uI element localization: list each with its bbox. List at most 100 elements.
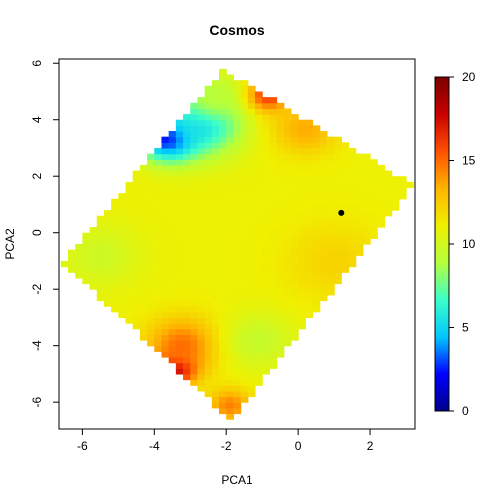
- heat-cell: [197, 147, 206, 155]
- heat-cell: [197, 340, 206, 347]
- heat-cell: [319, 277, 328, 285]
- heat-cell: [290, 323, 299, 330]
- heat-cell: [262, 334, 270, 341]
- heat-cell: [154, 328, 163, 335]
- heat-cell: [370, 159, 378, 166]
- heat-cell: [219, 238, 227, 245]
- heat-cell: [247, 164, 256, 172]
- heat-cell: [118, 232, 127, 239]
- heat-cell: [290, 153, 299, 160]
- heat-cell: [348, 147, 357, 155]
- heat-cell: [197, 323, 206, 330]
- heat-cell: [139, 272, 148, 279]
- heat-cell: [219, 97, 227, 104]
- heat-cell: [147, 272, 155, 279]
- heat-cell: [190, 181, 199, 189]
- heat-cell: [341, 198, 350, 206]
- heat-cell: [219, 351, 227, 358]
- heat-cell: [290, 311, 299, 319]
- heat-cell: [240, 379, 249, 386]
- heat-cell: [283, 210, 292, 217]
- heat-cell: [204, 136, 213, 143]
- heat-cell: [219, 323, 227, 330]
- y-tick-label: -6: [30, 397, 44, 408]
- heat-cell: [326, 260, 335, 268]
- heat-cell: [262, 283, 270, 290]
- heat-cell: [262, 362, 270, 369]
- heat-cell: [197, 385, 206, 392]
- heat-cell: [312, 306, 321, 313]
- heat-cell: [276, 125, 285, 132]
- heat-cell: [211, 164, 220, 172]
- heat-cell: [348, 227, 357, 234]
- heat-cell: [168, 136, 177, 143]
- heat-cell: [254, 159, 263, 166]
- heat-cell: [233, 306, 242, 313]
- heat-cell: [168, 131, 177, 138]
- heat-cell: [247, 91, 256, 98]
- heat-cell: [247, 108, 256, 115]
- heat-cell: [247, 311, 256, 319]
- heat-cell: [269, 176, 278, 183]
- heat-cell: [290, 164, 299, 172]
- heat-cell: [290, 260, 299, 268]
- heat-cell: [183, 244, 191, 251]
- heat-cell: [312, 277, 321, 285]
- heat-cell: [290, 147, 299, 155]
- heat-cell: [82, 260, 91, 268]
- heat-cell: [132, 187, 141, 194]
- heat-cell: [269, 334, 278, 341]
- heat-cell: [262, 266, 270, 273]
- heat-cell: [154, 215, 163, 223]
- heat-cell: [183, 187, 191, 194]
- heat-cell: [132, 170, 141, 177]
- heat-cell: [226, 283, 234, 290]
- heat-cell: [168, 249, 177, 256]
- heat-cell: [226, 413, 234, 420]
- heat-cell: [283, 238, 292, 245]
- heat-cell: [290, 210, 299, 217]
- heat-cell: [197, 114, 206, 121]
- heat-cell: [190, 323, 199, 330]
- heat-cell: [139, 227, 148, 234]
- heat-cell: [233, 136, 242, 143]
- heat-cell: [82, 232, 91, 239]
- heat-cell: [319, 289, 328, 296]
- heat-cell: [370, 170, 378, 177]
- heat-cell: [254, 368, 263, 375]
- heat-cell: [377, 170, 386, 177]
- heat-cell: [233, 108, 242, 115]
- heat-cell: [262, 340, 270, 347]
- heat-cell: [118, 289, 127, 296]
- heat-cell: [384, 181, 393, 189]
- heat-cell: [82, 249, 91, 256]
- heat-cell: [118, 294, 127, 302]
- heat-cell: [240, 170, 249, 177]
- heat-cell: [290, 317, 299, 324]
- heat-cell: [190, 306, 199, 313]
- heat-cell: [197, 102, 206, 110]
- heat-cell: [161, 255, 170, 262]
- heat-cell: [269, 356, 278, 364]
- heat-cell: [211, 147, 220, 155]
- heat-cell: [161, 300, 170, 307]
- heat-cell: [168, 244, 177, 251]
- heat-cell: [118, 238, 127, 245]
- heat-cell: [269, 266, 278, 273]
- heat-cell: [226, 119, 234, 126]
- heat-cell: [204, 204, 213, 211]
- heat-cell: [305, 193, 314, 200]
- heat-cell: [226, 147, 234, 155]
- heat-cell: [384, 210, 393, 217]
- heat-cell: [168, 142, 177, 149]
- heat-cell: [211, 373, 220, 381]
- heat-cell: [161, 351, 170, 358]
- heat-cell: [125, 294, 134, 302]
- heat-cell: [298, 187, 306, 194]
- heat-cell: [334, 193, 342, 200]
- heat-cell: [290, 227, 299, 234]
- heat-cell: [362, 159, 371, 166]
- heat-cell: [190, 362, 199, 369]
- heat-cell: [219, 147, 227, 155]
- y-tick-label: 0: [30, 229, 44, 236]
